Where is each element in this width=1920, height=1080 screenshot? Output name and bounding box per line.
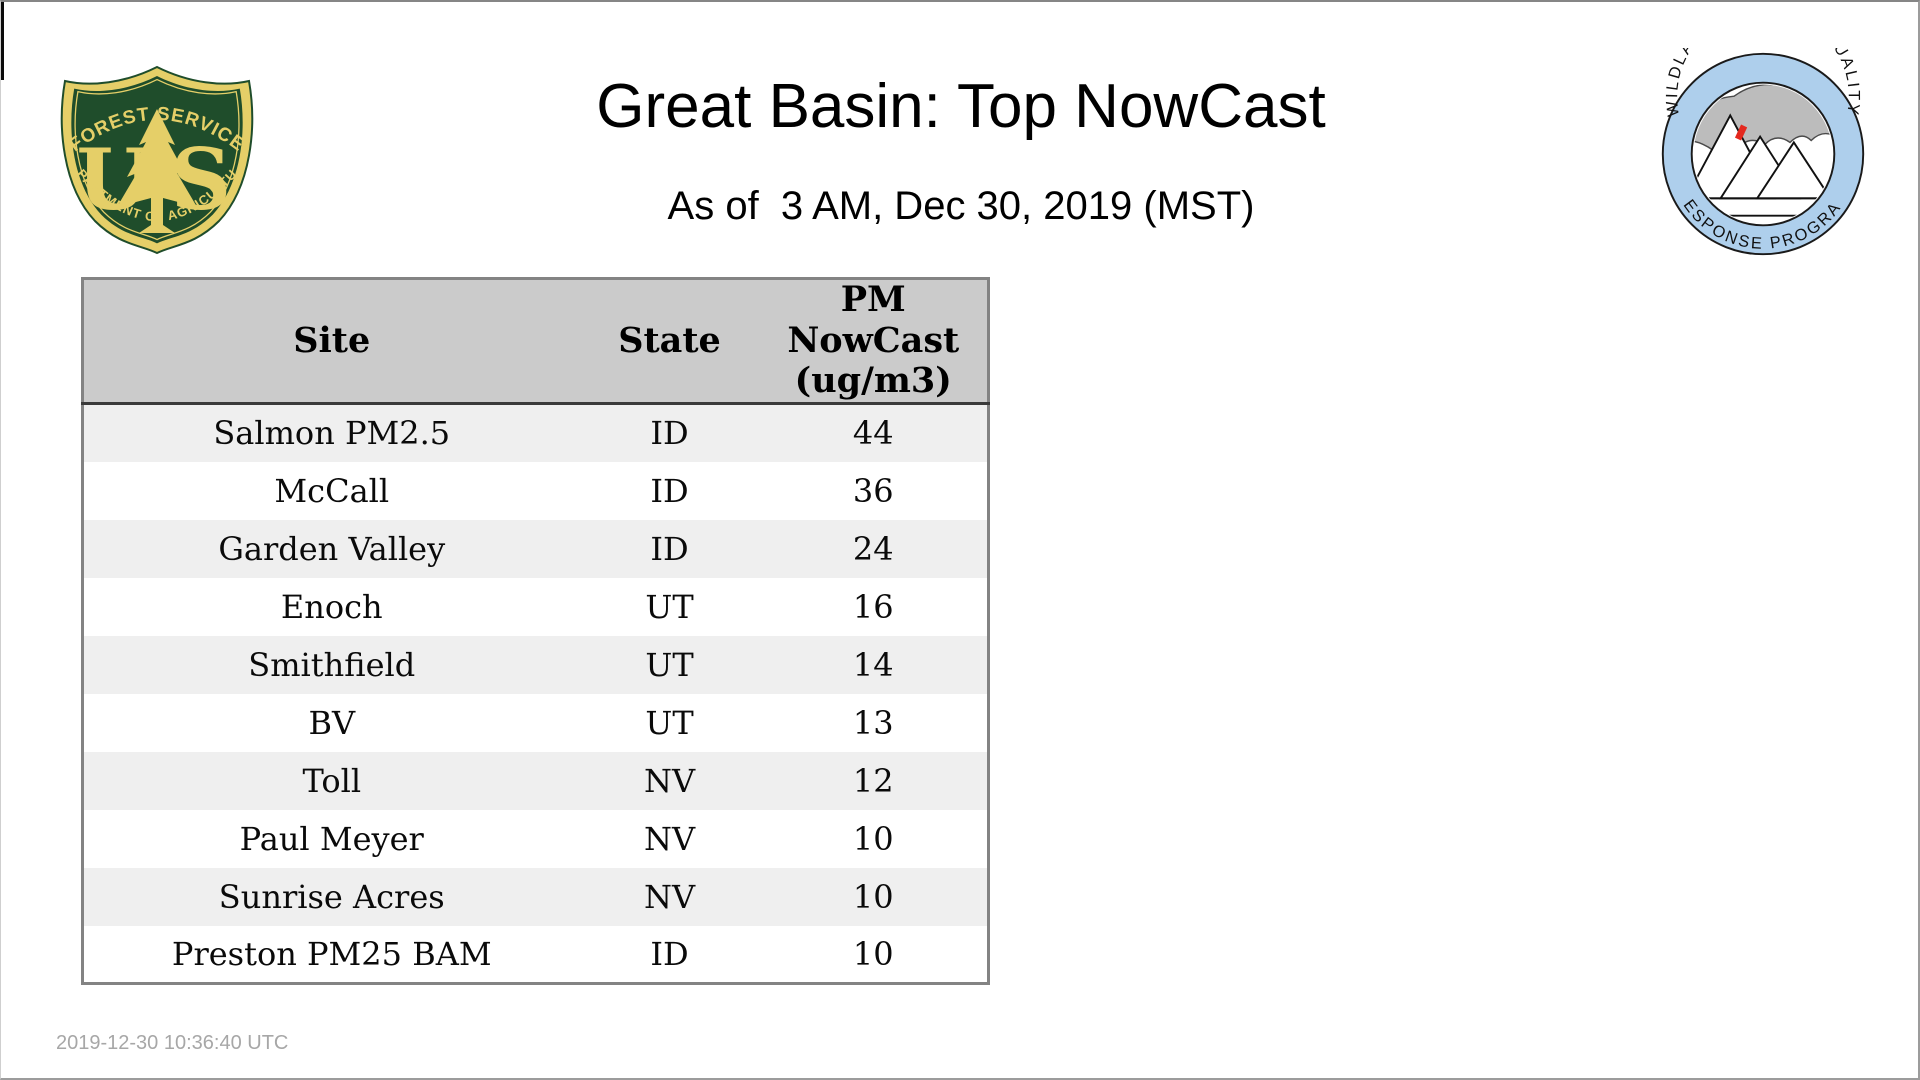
page-title: Great Basin: Top NowCast <box>596 72 1326 141</box>
state-cell: UT <box>645 645 694 684</box>
table-row: Salmon PM2.5 ID 44 <box>82 403 989 462</box>
nowcast-table-header: Site State PM NowCast (ug/m3) <box>82 278 989 405</box>
table-row: Paul Meyer NV 10 <box>82 809 989 868</box>
value-cell: 10 <box>852 934 894 973</box>
column-header-site: Site <box>82 278 580 405</box>
site-cell: Garden Valley <box>218 529 446 568</box>
value-cell: 12 <box>852 761 894 800</box>
header-row: Site State PM NowCast (ug/m3) <box>82 278 989 405</box>
pine-tree-icon <box>117 109 197 233</box>
table-row: BV UT 13 <box>82 693 989 752</box>
table-row: Garden Valley ID 24 <box>82 519 989 578</box>
table-row: Enoch UT 16 <box>82 577 989 636</box>
state-cell: ID <box>650 471 689 510</box>
state-cell: ID <box>650 934 689 973</box>
site-cell: McCall <box>274 471 390 510</box>
value-cell: 10 <box>852 819 894 858</box>
value-cell: 13 <box>852 703 894 742</box>
value-cell: 16 <box>852 587 894 626</box>
state-cell: ID <box>650 529 689 568</box>
site-cell: Salmon PM2.5 <box>213 414 451 453</box>
flame-marker-icon <box>1734 124 1748 141</box>
table-row: Smithfield UT 14 <box>82 635 989 694</box>
page-subtitle: As of 3 AM, Dec 30, 2019 (MST) <box>667 184 1255 228</box>
state-cell: NV <box>643 877 696 916</box>
generated-timestamp: 2019-12-30 10:36:40 UTC <box>56 1032 289 1054</box>
table-row: McCall ID 36 <box>82 461 989 520</box>
column-header-pm-nowcast: PM NowCast (ug/m3) <box>759 278 989 405</box>
forest-service-logo-icon: FOREST SERVICE U S DEPARTMENT OF AGRICUL… <box>53 57 254 254</box>
screen-edge-artifact <box>1 2 4 80</box>
site-cell: BV <box>308 703 356 742</box>
site-cell: Preston PM25 BAM <box>171 934 492 973</box>
table-row: Sunrise Acres NV 10 <box>82 867 989 926</box>
nowcast-table-body: Salmon PM2.5 ID 44 McCall ID 36 Garden Valley I… <box>82 403 989 984</box>
site-cell: Sunrise Acres <box>218 877 445 916</box>
site-cell: Enoch <box>280 587 383 626</box>
state-cell: UT <box>645 703 694 742</box>
value-cell: 44 <box>852 414 894 453</box>
nowcast-table: Site State PM NowCast (ug/m3) Salmon PM2… <box>81 277 990 985</box>
state-cell: NV <box>643 819 696 858</box>
state-cell: ID <box>650 414 689 453</box>
value-cell: 24 <box>852 529 894 568</box>
column-header-state: State <box>579 278 760 405</box>
table-row: Preston PM25 BAM ID 10 <box>82 925 989 984</box>
site-cell: Smithfield <box>248 645 416 684</box>
site-cell: Paul Meyer <box>239 819 424 858</box>
table-row: Toll NV 12 <box>82 751 989 810</box>
value-cell: 36 <box>852 471 894 510</box>
site-cell: Toll <box>302 761 362 800</box>
value-cell: 10 <box>852 877 894 916</box>
wfaqrp-logo-icon: WILDLAND FIRE • AIR QUALITY RESPONSE PRO… <box>1657 48 1865 256</box>
value-cell: 14 <box>852 645 894 684</box>
state-cell: NV <box>643 761 696 800</box>
state-cell: UT <box>645 587 694 626</box>
